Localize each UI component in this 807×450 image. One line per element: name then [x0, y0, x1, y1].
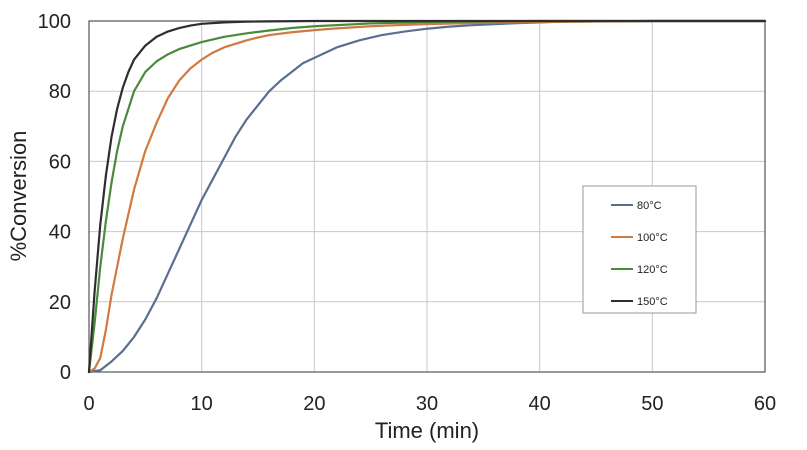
series-line [87, 19, 767, 374]
x-axis-title: Time (min) [375, 418, 479, 443]
x-tick-label: 10 [191, 393, 213, 415]
legend-label: 100°C [637, 232, 668, 244]
x-tick-label: 20 [303, 393, 325, 415]
legend-label: 120°C [637, 264, 668, 276]
x-tick-label: 60 [754, 393, 776, 415]
x-tick-label: 30 [416, 393, 438, 415]
series-line [87, 19, 767, 374]
x-tick-label: 0 [83, 393, 94, 415]
y-axis-title: %Conversion [6, 131, 31, 262]
x-tick-label: 50 [641, 393, 663, 415]
legend-box [582, 185, 697, 314]
y-tick-labels: 0 20 40 60 80 100 [38, 11, 71, 384]
y-tick-label: 80 [49, 81, 71, 103]
y-tick-label: 40 [49, 222, 71, 244]
legend: 80°C 100°C 120°C 150°C [582, 185, 697, 314]
y-tick-label: 60 [49, 151, 71, 173]
series-lines [87, 19, 767, 374]
legend-label: 80°C [637, 200, 662, 212]
y-tick-label: 100 [38, 11, 71, 33]
legend-label: 150°C [637, 296, 668, 308]
y-tick-label: 0 [60, 362, 71, 384]
y-tick-label: 20 [49, 292, 71, 314]
x-tick-labels: 0 10 20 30 40 50 60 [83, 393, 776, 415]
x-tick-label: 40 [529, 393, 551, 415]
